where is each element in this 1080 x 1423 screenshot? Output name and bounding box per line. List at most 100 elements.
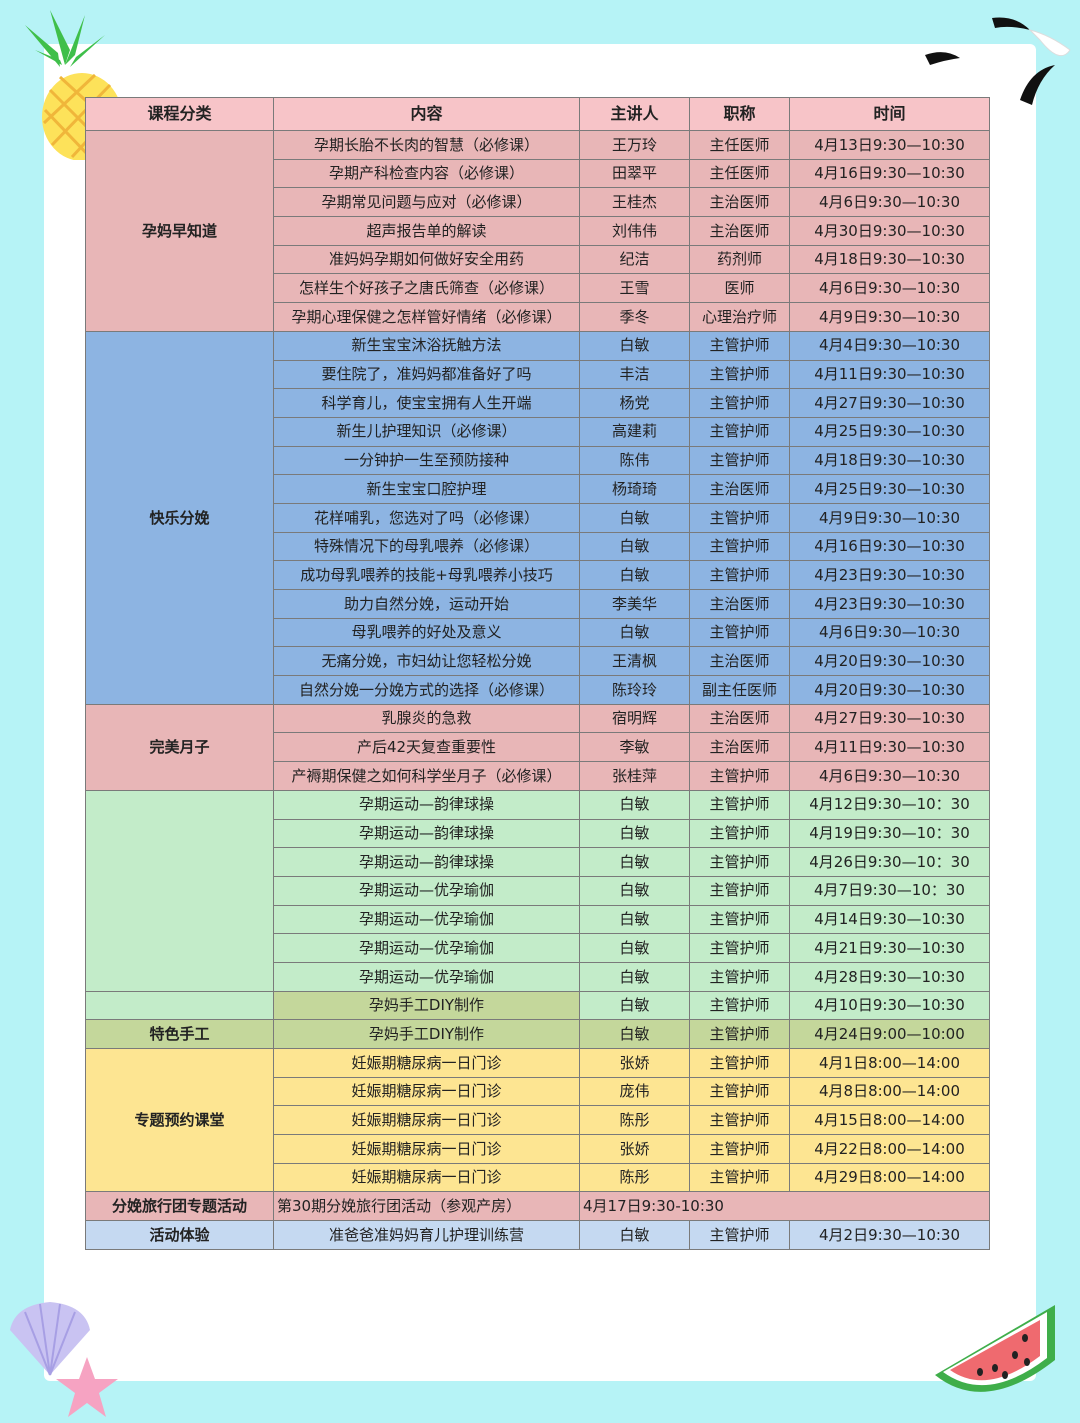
table-row: 活动体验 准爸爸准妈妈育儿护理训练营 白敏 主管护师 4月2日9:30—10:3… (85, 1220, 990, 1250)
course-schedule-table: 课程分类 内容 主讲人 职称 时间 孕妈早知道 孕期长胎不长肉的智慧（必修课）王… (85, 97, 990, 1250)
title-cell: 主管护师 (689, 1220, 790, 1250)
speaker-cell: 刘伟伟 (579, 216, 690, 246)
title-cell: 医师 (689, 273, 790, 304)
table-row: 孕期运动—优孕瑜伽 白敏 主管护师 4月28日9:30—10:30 (86, 961, 990, 992)
speaker-cell: 白敏 (579, 789, 690, 820)
table-row: 自然分娩一分娩方式的选择（必修课） 陈玲玲 副主任医师 4月20日9:30—10:30 (86, 675, 990, 705)
speaker-cell: 陈玲玲 (579, 675, 690, 705)
title-cell: 主管护师 (689, 1134, 790, 1164)
time-cell: 4月2日9:30—10:30 (789, 1220, 990, 1250)
speaker-cell: 白敏 (579, 933, 690, 963)
title-cell: 主管护师 (689, 933, 790, 963)
header-time: 时间 (789, 97, 990, 131)
category-cell: 专题预约课堂 (85, 1047, 274, 1193)
time-cell: 4月27日9:30—10:30 (789, 703, 990, 734)
content-cell: 助力自然分娩，运动开始 (273, 589, 580, 619)
time-cell: 4月6日9:30—10:30 (789, 761, 990, 791)
time-cell: 4月13日9:30—10:30 (789, 130, 990, 160)
title-cell: 主管护师 (689, 416, 790, 447)
content-cell: 新生宝宝口腔护理 (273, 474, 580, 504)
title-cell: 药剂师 (689, 244, 790, 275)
speaker-cell: 陈伟 (579, 445, 690, 476)
category-cell: 孕妈早知道 (85, 130, 274, 332)
time-cell: 4月9日9:30—10:30 (789, 302, 990, 332)
time-cell: 4月15日8:00—14:00 (789, 1105, 990, 1136)
header-speaker: 主讲人 (579, 97, 690, 131)
starfish-icon (56, 1357, 118, 1417)
speaker-cell: 庞伟 (579, 1076, 690, 1107)
title-cell: 主任医师 (689, 158, 790, 189)
title-cell: 主管护师 (689, 875, 790, 906)
time-cell: 4月28日9:30—10:30 (789, 961, 990, 992)
speaker-cell: 白敏 (579, 1019, 690, 1049)
content-cell: 新生宝宝沐浴抚触方法 (273, 330, 580, 361)
title-cell: 主管护师 (689, 1019, 790, 1049)
content-cell: 孕期产科检查内容（必修课） (273, 158, 580, 189)
table-row: 准妈妈孕期如何做好安全用药 纪洁 药剂师 4月18日9:30—10:30 (86, 244, 990, 275)
time-cell: 4月24日9:00—10:00 (789, 1019, 990, 1049)
time-cell: 4月17日9:30-10:30 (579, 1191, 990, 1222)
table-row: 孕妈早知道 孕期长胎不长肉的智慧（必修课） 王万玲 主任医师 4月13日9:30—10… (85, 130, 990, 332)
title-cell: 主管护师 (689, 531, 790, 562)
header-title: 职称 (689, 97, 790, 131)
content-cell: 妊娠期糖尿病一日门诊 (273, 1076, 580, 1107)
category-cell: 分娩旅行团专题活动 (85, 1191, 274, 1222)
title-cell: 主管护师 (689, 617, 790, 648)
speaker-cell: 白敏 (579, 875, 690, 906)
content-cell: 超声报告单的解读 (273, 216, 580, 246)
speaker-cell: 王雪 (579, 273, 690, 304)
speaker-cell: 李美华 (579, 589, 690, 619)
table-row: 产后42天复查重要性 李敏 主治医师 4月11日9:30—10:30 (86, 732, 990, 763)
title-cell: 主管护师 (689, 1076, 790, 1107)
speaker-cell: 宿明辉 (579, 703, 690, 734)
content-cell: 花样哺乳，您选对了吗（必修课） (273, 502, 580, 533)
time-cell: 4月16日9:30—10:30 (789, 158, 990, 189)
table-row: 孕期心理保健之怎样管好情绪（必修课） 季冬 心理治疗师 4月9日9:30—10:30 (86, 302, 990, 332)
content-cell: 科学育儿，使宝宝拥有人生开端 (273, 388, 580, 418)
time-cell: 4月10日9:30—10:30 (789, 990, 990, 1021)
watermelon-icon (935, 1305, 1055, 1392)
category-cell-empty (85, 990, 274, 1021)
title-cell: 主管护师 (689, 904, 790, 935)
table-row: 妊娠期糖尿病一日门诊 陈彤 主管护师 4月15日8:00—14:00 (86, 1105, 990, 1136)
time-cell: 4月21日9:30—10:30 (789, 933, 990, 963)
table-row: 新生儿护理知识（必修课） 高建莉 主管护师 4月25日9:30—10:30 (86, 416, 990, 447)
content-cell: 怎样生个好孩子之唐氏筛查（必修课） (273, 273, 580, 304)
time-cell: 4月18日9:30—10:30 (789, 244, 990, 275)
table-row: 孕期运动—韵律球操 白敏 主管护师 4月12日9:30—10：30 (85, 789, 990, 992)
table-row: 孕期运动—优孕瑜伽 白敏 主管护师 4月14日9:30—10:30 (86, 904, 990, 935)
table-row: 快乐分娩 新生宝宝沐浴抚触方法 白敏 主管护师 4月4日9:30—10:30 (85, 330, 990, 705)
time-cell: 4月23日9:30—10:30 (789, 560, 990, 590)
title-cell: 主管护师 (689, 388, 790, 418)
title-cell: 主治医师 (689, 703, 790, 734)
time-cell: 4月7日9:30—10：30 (789, 875, 990, 906)
category-cell: 完美月子 (85, 703, 274, 791)
title-cell: 主管护师 (689, 330, 790, 361)
time-cell: 4月20日9:30—10:30 (789, 675, 990, 705)
content-cell: 孕期常见问题与应对（必修课） (273, 187, 580, 218)
time-cell: 4月4日9:30—10:30 (789, 330, 990, 361)
time-cell: 4月1日8:00—14:00 (789, 1048, 990, 1078)
table-row: 孕期运动—优孕瑜伽 白敏 主管护师 4月21日9:30—10:30 (86, 933, 990, 963)
time-cell: 4月25日9:30—10:30 (789, 474, 990, 504)
time-cell: 4月6日9:30—10:30 (789, 273, 990, 304)
title-cell: 主管护师 (689, 961, 790, 992)
table-row: 母乳喂养的好处及意义 白敏 主管护师 4月6日9:30—10:30 (86, 617, 990, 648)
content-cell: 一分钟护一生至预防接种 (273, 445, 580, 476)
table-row: 孕期运动—韵律球操 白敏 主管护师 4月19日9:30—10：30 (86, 818, 990, 849)
speaker-cell: 王万玲 (579, 130, 690, 160)
content-cell: 要住院了，准妈妈都准备好了吗 (273, 359, 580, 390)
table-row: 妊娠期糖尿病一日门诊 张娇 主管护师 4月22日8:00—14:00 (86, 1134, 990, 1164)
speaker-cell: 杨琦琦 (579, 474, 690, 504)
time-cell: 4月26日9:30—10：30 (789, 847, 990, 877)
content-cell: 成功母乳喂养的技能+母乳喂养小技巧 (273, 560, 580, 590)
content-cell: 孕期心理保健之怎样管好情绪（必修课） (273, 302, 580, 332)
content-cell: 妊娠期糖尿病一日门诊 (273, 1048, 580, 1078)
speaker-cell: 陈彤 (579, 1162, 690, 1193)
time-cell: 4月11日9:30—10:30 (789, 732, 990, 763)
table-row: 特色手工 孕妈手工DIY制作 白敏 主管护师 4月24日9:00—10:00 (85, 1019, 990, 1049)
table-row: 完美月子 乳腺炎的急救 宿明辉 主治医师 4月27日9:30—10:30 (85, 703, 990, 791)
speaker-cell: 张娇 (579, 1048, 690, 1078)
content-cell: 准爸爸准妈妈育儿护理训练营 (273, 1220, 580, 1250)
content-cell: 孕期运动—优孕瑜伽 (273, 875, 580, 906)
